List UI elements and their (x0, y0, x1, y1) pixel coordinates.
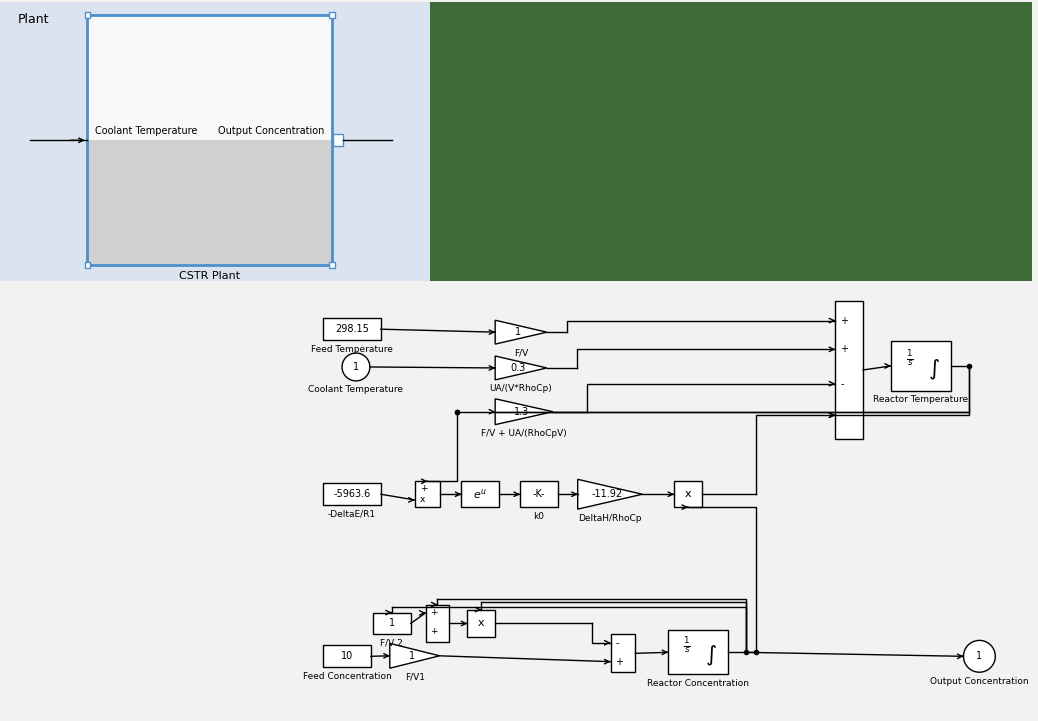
Text: +: + (431, 627, 438, 637)
Text: +: + (431, 609, 438, 617)
Text: $\int$: $\int$ (705, 644, 717, 668)
Bar (323, 645, 371, 667)
Bar (84, 262, 90, 267)
Bar (323, 318, 381, 340)
Bar (891, 341, 951, 391)
Circle shape (963, 640, 995, 672)
Bar (329, 12, 335, 18)
Bar (461, 482, 499, 507)
Text: Coolant Temperature: Coolant Temperature (95, 126, 198, 136)
Bar (674, 482, 702, 507)
Text: x: x (419, 495, 425, 505)
Text: +: + (840, 316, 848, 326)
Text: -11.92: -11.92 (592, 490, 623, 499)
Text: 1: 1 (516, 327, 521, 337)
Text: Reactor Concentration: Reactor Concentration (647, 678, 749, 688)
Text: $\frac{1}{s}$: $\frac{1}{s}$ (906, 348, 913, 368)
Text: 1: 1 (388, 619, 394, 629)
Text: Plant: Plant (18, 13, 50, 26)
Text: k0: k0 (534, 512, 544, 521)
Text: Coolant Temperature: Coolant Temperature (308, 385, 404, 394)
Text: +: + (840, 345, 848, 354)
Bar (668, 630, 728, 674)
Text: DeltaH/RhoCp: DeltaH/RhoCp (578, 513, 641, 523)
Text: -: - (840, 410, 844, 420)
Text: Feed Concentration: Feed Concentration (303, 672, 391, 681)
Bar (430, 2, 1032, 281)
Text: F/V + UA/(RhoCpV): F/V + UA/(RhoCpV) (482, 429, 567, 438)
Bar (87, 16, 332, 141)
Bar (84, 12, 90, 18)
Text: -K-: -K- (532, 490, 545, 499)
Circle shape (343, 353, 370, 381)
Polygon shape (495, 356, 547, 380)
Text: x: x (477, 619, 485, 629)
Text: 1: 1 (409, 651, 415, 661)
Text: 0.3: 0.3 (511, 363, 526, 373)
Text: -: - (616, 638, 619, 647)
Bar (373, 613, 411, 634)
Bar (836, 301, 863, 438)
Bar (333, 134, 343, 146)
Text: 10: 10 (340, 651, 353, 661)
Text: UA/(V*RhoCp): UA/(V*RhoCp) (490, 384, 552, 394)
Text: 1: 1 (353, 362, 359, 372)
Bar (610, 634, 635, 672)
Text: 1: 1 (977, 651, 982, 661)
Polygon shape (390, 643, 439, 668)
Text: F/V: F/V (514, 348, 528, 358)
Bar (0, 281, 1032, 719)
Bar (329, 262, 335, 267)
Text: $\int$: $\int$ (928, 358, 939, 382)
Polygon shape (578, 479, 643, 509)
Text: Feed Temperature: Feed Temperature (311, 345, 393, 353)
Bar (414, 482, 440, 507)
Text: -DeltaE/R1: -DeltaE/R1 (328, 510, 376, 518)
Bar (87, 15, 332, 265)
Text: -5963.6: -5963.6 (333, 490, 371, 499)
Polygon shape (495, 320, 547, 344)
Bar (0, 2, 430, 281)
Bar (87, 141, 332, 265)
Text: $e^u$: $e^u$ (473, 487, 487, 501)
Text: Reactor Temperature: Reactor Temperature (873, 395, 968, 404)
Text: x: x (685, 490, 691, 499)
Text: $\frac{1}{s}$: $\frac{1}{s}$ (683, 635, 691, 656)
Bar (467, 609, 495, 637)
Bar (520, 482, 557, 507)
Text: Output Concentration: Output Concentration (218, 126, 324, 136)
Text: F/V1: F/V1 (405, 673, 425, 681)
Bar (323, 483, 381, 505)
Text: 298.15: 298.15 (335, 324, 368, 334)
Polygon shape (495, 399, 553, 425)
Text: -: - (840, 379, 844, 389)
Text: +: + (616, 657, 624, 667)
Text: CSTR Plant: CSTR Plant (180, 272, 241, 281)
Text: 1.3: 1.3 (514, 407, 528, 417)
Bar (426, 605, 449, 642)
Text: +: + (419, 484, 427, 493)
Text: F/V 2: F/V 2 (380, 639, 403, 648)
Text: Output Concentration: Output Concentration (930, 677, 1029, 686)
